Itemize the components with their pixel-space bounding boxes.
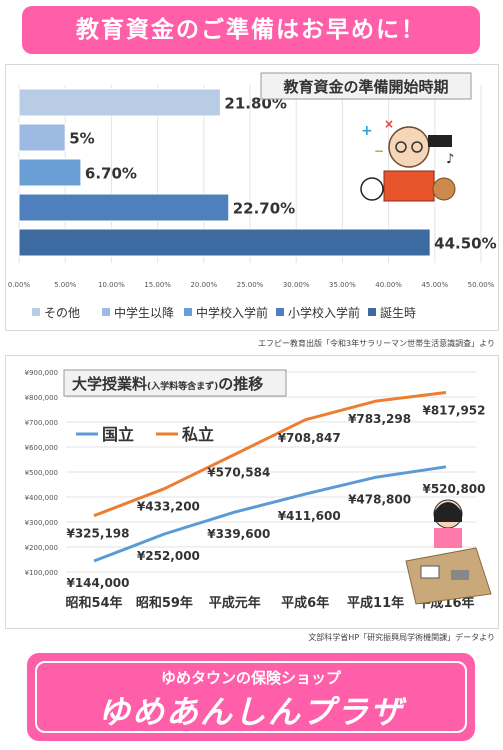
y-tick-label: ¥100,000 xyxy=(25,569,58,577)
data-label: ¥325,198 xyxy=(66,527,129,541)
legend-swatch xyxy=(32,308,40,316)
chart-title: 教育資金の準備開始時期 xyxy=(282,78,448,96)
music-note-icon: ♪ xyxy=(446,152,454,167)
legend-swatch xyxy=(276,308,284,316)
legend-label: 小学校入学前 xyxy=(288,305,360,320)
legend-label: 私立 xyxy=(182,425,214,444)
legend-label: 誕生時 xyxy=(380,306,416,320)
student-illustration: + ×− ♪ xyxy=(360,117,456,202)
legend-swatch xyxy=(184,308,192,316)
data-label: ¥252,000 xyxy=(137,549,200,563)
legend-label: 中学生以降 xyxy=(114,305,174,320)
data-label: ¥144,000 xyxy=(66,576,129,590)
line-chart-source: 文部科学省HP「研究振興局学術機関課」データより xyxy=(308,633,495,642)
header-title: 教育資金のご準備はお早めに！ xyxy=(76,17,426,43)
plus-icon: + xyxy=(361,123,373,139)
data-label: ¥339,600 xyxy=(207,527,270,541)
shirt-shape xyxy=(434,528,462,548)
series-line-national xyxy=(93,465,447,563)
data-label: ¥520,800 xyxy=(422,482,485,496)
x-category-label: 平成11年 xyxy=(347,595,404,611)
y-tick-label: ¥700,000 xyxy=(25,419,58,427)
minus-icon: − xyxy=(374,144,384,158)
calculator-icon xyxy=(451,570,469,580)
glasses-shape xyxy=(411,141,423,153)
hair-shape xyxy=(434,502,462,522)
data-label: ¥570,584 xyxy=(207,465,270,479)
bar-chart-source: エフピー教育出版「令和3年サラリーマン世帯生活意識調査」より xyxy=(258,339,495,348)
x-tick-label: 40.00% xyxy=(375,281,402,289)
x-tick-label: 25.00% xyxy=(237,281,264,289)
paper-icon xyxy=(420,565,440,579)
x-category-label: 昭和59年 xyxy=(136,595,193,611)
bar-value-label: 6.70% xyxy=(85,165,137,183)
line-chart-panel: ¥100,000 ¥200,000 ¥300,000 ¥400,000 ¥500,000… xyxy=(5,355,499,629)
data-label: ¥817,952 xyxy=(422,404,485,418)
y-tick-label: ¥900,000 xyxy=(25,369,58,377)
glasses-shape xyxy=(395,141,407,153)
legend-label: 中学校入学前 xyxy=(196,305,268,320)
book-shape xyxy=(383,170,435,202)
chart-title-note: (入学料等含まず) xyxy=(147,380,218,392)
legend-label: その他 xyxy=(44,306,80,320)
bar xyxy=(18,193,230,222)
times-icon: × xyxy=(384,117,394,131)
data-label: ¥783,298 xyxy=(348,412,411,426)
bar xyxy=(18,228,431,257)
x-tick-label: 45.00% xyxy=(421,281,448,289)
y-tick-label: ¥200,000 xyxy=(25,544,58,552)
bar-chart: 0.00% 5.00% 10.00% 15.00% 20.00% 25.00% 30.00%… xyxy=(8,72,497,320)
legend-swatch xyxy=(102,308,110,316)
x-tick-label: 50.00% xyxy=(468,281,495,289)
series-line-private xyxy=(93,391,447,518)
bar xyxy=(18,123,66,152)
chart-title-box xyxy=(63,369,287,397)
x-tick-label: 10.00% xyxy=(98,281,125,289)
soccer-ball-icon xyxy=(360,177,384,201)
bar-value-label: 44.50% xyxy=(434,235,496,253)
data-label: ¥478,800 xyxy=(348,492,411,506)
student-desk-illustration xyxy=(405,499,492,605)
footer-subtitle: ゆめタウンの保険ショップ xyxy=(160,669,341,687)
y-tick-label: ¥800,000 xyxy=(25,394,58,402)
chart-title: 大学授業料(入学料等含まず)の推移 xyxy=(72,375,263,393)
y-tick-label: ¥600,000 xyxy=(25,444,58,452)
data-label: ¥708,847 xyxy=(278,431,341,445)
x-category-label: 平成元年 xyxy=(209,595,261,611)
x-tick-label: 35.00% xyxy=(329,281,356,289)
chart-title-box xyxy=(260,72,472,100)
x-tick-label: 15.00% xyxy=(144,281,171,289)
footer-title: ゆめあんしんプラザ xyxy=(97,693,404,731)
palette-icon xyxy=(432,177,456,201)
x-category-label: 昭和54年 xyxy=(65,595,122,611)
header-banner: 教育資金のご準備はお早めに！ xyxy=(22,6,480,54)
y-tick-label: ¥300,000 xyxy=(25,519,58,527)
bar xyxy=(18,158,82,187)
footer-banner: ゆめタウンの保険ショップ ゆめあんしんプラザ xyxy=(27,653,475,741)
legend-swatch xyxy=(368,308,376,316)
x-tick-label: 5.00% xyxy=(54,281,77,289)
desk-shape xyxy=(405,547,492,605)
chart-title-suffix: の推移 xyxy=(218,375,263,393)
x-tick-label: 0.00% xyxy=(8,281,31,289)
y-tick-label: ¥400,000 xyxy=(25,494,58,502)
piano-icon xyxy=(428,135,452,147)
bar-value-label: 5% xyxy=(69,130,94,148)
footer-frame: ゆめタウンの保険ショップ ゆめあんしんプラザ xyxy=(35,661,467,733)
face-shape xyxy=(388,126,430,168)
bar-chart-panel: 0.00% 5.00% 10.00% 15.00% 20.00% 25.00% 30.00%… xyxy=(5,64,499,331)
data-label: ¥411,600 xyxy=(278,509,341,523)
data-label: ¥433,200 xyxy=(137,500,200,514)
x-category-label: 平成6年 xyxy=(281,595,329,611)
legend-label: 国立 xyxy=(102,425,134,444)
x-tick-label: 20.00% xyxy=(190,281,217,289)
y-tick-label: ¥500,000 xyxy=(25,469,58,477)
chart-title-main: 大学授業料 xyxy=(72,375,147,393)
bar-value-label: 22.70% xyxy=(233,200,295,218)
x-tick-label: 30.00% xyxy=(283,281,310,289)
bar xyxy=(18,88,221,117)
line-chart: ¥100,000 ¥200,000 ¥300,000 ¥400,000 ¥500,000… xyxy=(25,369,492,611)
